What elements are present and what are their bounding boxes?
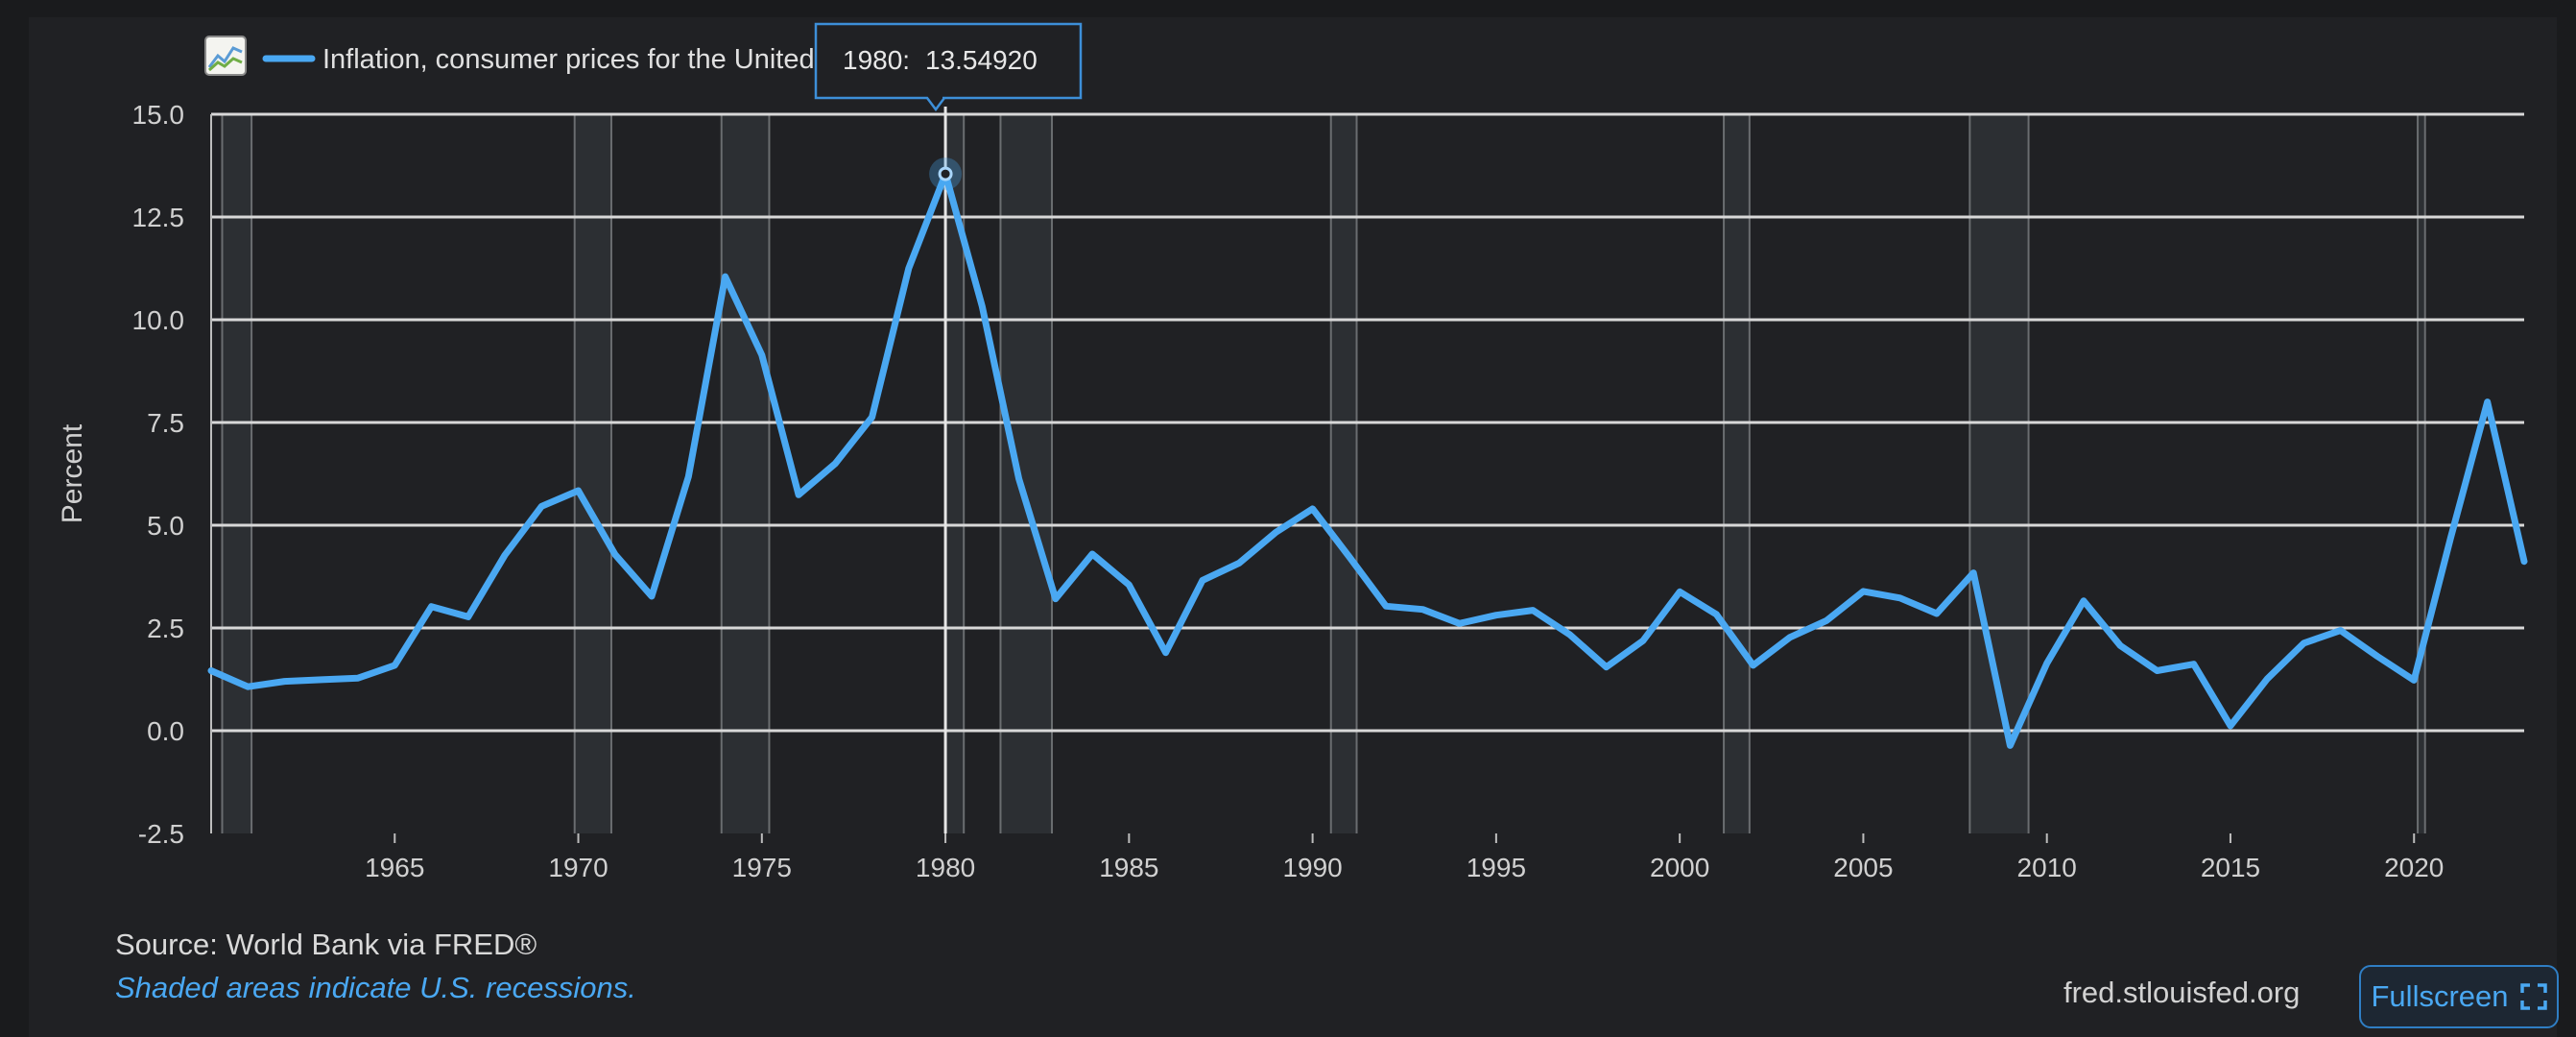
x-tick-label: 1975 [732, 853, 792, 882]
recession-note[interactable]: Shaded areas indicate U.S. recessions. [115, 971, 636, 1004]
legend-label: Inflation, consumer prices for the Unite… [322, 44, 901, 75]
y-axis-label: Percent [57, 423, 88, 523]
y-tick-label: 5.0 [147, 511, 184, 541]
chart: 15.0 12.5 10.0 7.5 5.0 2.5 0.0 -2.5 1965 1970 197… [57, 22, 2528, 882]
x-tick-label: 1990 [1282, 853, 1342, 882]
x-tick-label: 2000 [1650, 853, 1709, 882]
recession-band [721, 114, 770, 833]
y-tick-label: -2.5 [138, 819, 184, 849]
recession-band [1330, 114, 1357, 833]
fullscreen-button[interactable]: Fullscreen [2359, 965, 2559, 1028]
x-tick-label: 2020 [2384, 853, 2444, 882]
recession-band [222, 114, 252, 833]
chart-card: 15.0 12.5 10.0 7.5 5.0 2.5 0.0 -2.5 1965 1970 197… [29, 17, 2559, 1037]
recession-shading [221, 114, 2426, 833]
recession-band [1969, 114, 2029, 833]
y-axis-ticks: 15.0 12.5 10.0 7.5 5.0 2.5 0.0 -2.5 [132, 100, 185, 849]
x-tick-label: 1980 [916, 853, 975, 882]
y-tick-label: 12.5 [132, 203, 185, 232]
y-tick-label: 0.0 [147, 716, 184, 746]
x-tick-label: 2010 [2017, 853, 2077, 882]
x-tick-label: 2005 [1833, 853, 1893, 882]
x-tick-label: 1970 [548, 853, 608, 882]
tooltip: 1980: 13.54920 [814, 22, 1083, 112]
gridlines [210, 112, 2524, 833]
source-note: Source: World Bank via FRED® [115, 928, 537, 961]
x-tick-label: 1965 [365, 853, 424, 882]
x-axis-ticks: 1965 1970 1975 1980 1985 1990 1995 2000 2005 2010… [365, 833, 2444, 882]
fullscreen-icon [2519, 983, 2547, 1010]
hover-point[interactable] [938, 166, 953, 181]
y-tick-label: 7.5 [147, 408, 184, 438]
y-tick-label: 15.0 [132, 100, 185, 130]
x-tick-label: 2015 [2201, 853, 2260, 882]
recession-band [945, 114, 965, 833]
recession-band [1724, 114, 1750, 833]
y-tick-label: 2.5 [147, 614, 184, 643]
legend[interactable]: Inflation, consumer prices for the Unite… [204, 36, 901, 76]
recession-band [1000, 114, 1053, 833]
y-tick-label: 10.0 [132, 305, 185, 335]
fullscreen-label: Fullscreen [2371, 979, 2509, 1013]
series-line [207, 170, 2528, 749]
recession-band [574, 114, 611, 833]
recession-band [2418, 114, 2425, 833]
tooltip-box [814, 22, 1083, 112]
x-tick-label: 1985 [1099, 853, 1158, 882]
site-link[interactable]: fred.stlouisfed.org [2063, 976, 2301, 1009]
x-tick-label: 1995 [1467, 853, 1526, 882]
tooltip-year: 1980: [843, 45, 910, 75]
chart-line-icon[interactable] [204, 36, 247, 76]
tooltip-value: 13.54920 [925, 45, 1038, 75]
